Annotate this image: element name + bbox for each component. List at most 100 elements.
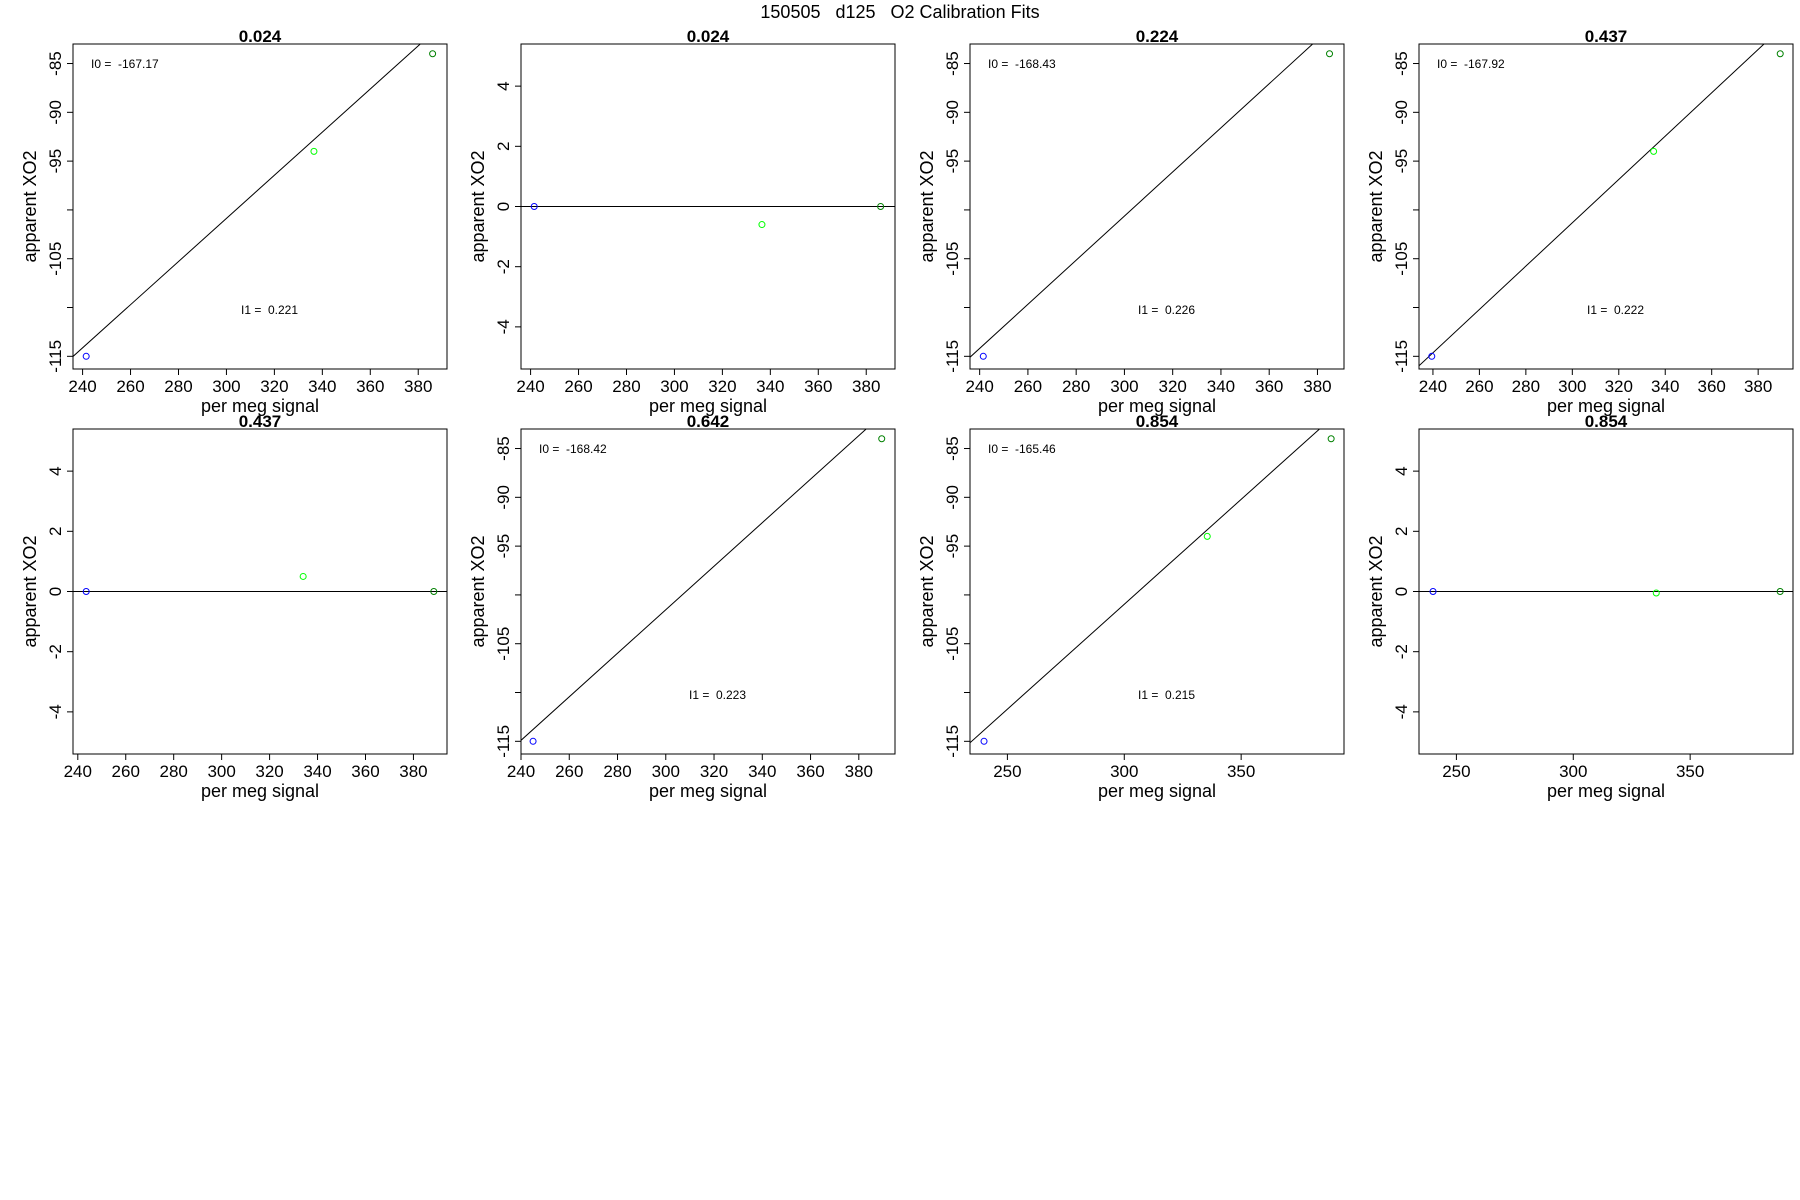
data-point <box>758 221 766 229</box>
x-tick-label: 320 <box>700 762 728 781</box>
annotation-value: -168.42 <box>566 442 607 456</box>
annotation-label: I0 = <box>1437 57 1457 71</box>
x-tick-label: 240 <box>516 377 544 396</box>
y-tick-label: 0 <box>494 202 513 211</box>
data-point <box>1650 147 1658 155</box>
x-tick-label: 340 <box>1207 377 1235 396</box>
x-tick-label: 240 <box>965 377 993 396</box>
x-tick-label: 360 <box>804 377 832 396</box>
x-tick-label: 340 <box>308 377 336 396</box>
x-tick-label: 260 <box>112 762 140 781</box>
x-tick-label: 360 <box>1698 377 1726 396</box>
y-tick-label: -115 <box>494 725 513 758</box>
figure-title: 150505 d125 O2 Calibration Fits <box>760 2 1040 22</box>
y-axis-label: apparent XO2 <box>1366 150 1386 262</box>
x-tick-label: 380 <box>1303 377 1331 396</box>
y-tick-label: -90 <box>1392 100 1411 125</box>
x-axis-label: per meg signal <box>649 396 767 416</box>
x-tick-label: 260 <box>1465 377 1493 396</box>
annotation-label: I1 = <box>1138 303 1158 317</box>
panel-title: 0.024 <box>239 27 282 46</box>
x-tick-label: 250 <box>1442 762 1470 781</box>
x-tick-label: 350 <box>1227 762 1255 781</box>
annotation-label: I0 = <box>988 57 1008 71</box>
y-tick-label: 2 <box>494 142 513 151</box>
panel-title: 0.854 <box>1585 412 1628 431</box>
y-tick-label: 2 <box>1392 527 1411 536</box>
y-tick-label: -105 <box>46 242 65 276</box>
annotation-value: 0.226 <box>1165 303 1195 317</box>
y-tick-label: 0 <box>1392 587 1411 596</box>
annotation-value: 0.215 <box>1165 688 1195 702</box>
data-point <box>1203 532 1211 540</box>
data-point <box>877 203 885 210</box>
y-tick-label: -115 <box>46 340 65 373</box>
x-axis-label: per meg signal <box>1098 396 1216 416</box>
y-tick-label: -115 <box>1392 340 1411 373</box>
x-tick-label: 280 <box>160 762 188 781</box>
fit-line <box>970 429 1321 744</box>
x-tick-label: 360 <box>1255 377 1283 396</box>
x-tick-label: 360 <box>356 377 384 396</box>
y-tick-label: 4 <box>1392 466 1411 475</box>
y-axis-label: apparent XO2 <box>1366 535 1386 647</box>
y-axis-label: apparent XO2 <box>917 150 937 262</box>
y-tick-label: -105 <box>943 242 962 276</box>
data-point <box>82 352 90 360</box>
data-point <box>429 50 437 58</box>
annotation-value: -167.17 <box>118 57 159 71</box>
x-tick-label: 360 <box>351 762 379 781</box>
y-tick-label: -115 <box>943 725 962 758</box>
panel-3: 0.224 240 260 280 300 320 340 360 380 per meg sig… <box>917 27 1345 416</box>
y-tick-label: -2 <box>1392 644 1411 659</box>
x-tick-label: 340 <box>1651 377 1679 396</box>
panel-title: 0.437 <box>1585 27 1628 46</box>
data-point <box>979 352 987 360</box>
x-tick-label: 280 <box>1062 377 1090 396</box>
y-tick-label: -2 <box>494 259 513 274</box>
y-tick-label: 4 <box>494 81 513 90</box>
y-tick-label: -85 <box>943 436 962 461</box>
x-tick-label: 240 <box>507 762 535 781</box>
x-tick-label: 380 <box>1744 377 1772 396</box>
x-axis-label: per meg signal <box>1098 781 1216 801</box>
data-point <box>1326 50 1334 58</box>
y-tick-label: -105 <box>943 627 962 661</box>
fit-line <box>521 429 867 741</box>
fit-line <box>1419 44 1765 367</box>
y-axis-label: apparent XO2 <box>20 150 40 262</box>
plot-frame <box>969 428 1345 755</box>
data-point <box>1327 435 1335 443</box>
x-tick-label: 340 <box>303 762 331 781</box>
annotation-value: 0.221 <box>268 303 298 317</box>
y-tick-label: 0 <box>46 587 65 596</box>
y-tick-label: -4 <box>494 319 513 334</box>
data-point <box>1652 589 1660 597</box>
y-tick-label: -95 <box>46 149 65 174</box>
y-axis-label: apparent XO2 <box>20 535 40 647</box>
data-point <box>980 737 988 745</box>
y-axis-label: apparent XO2 <box>468 535 488 647</box>
x-tick-label: 320 <box>260 377 288 396</box>
y-tick-label: -90 <box>943 100 962 125</box>
x-tick-label: 260 <box>116 377 144 396</box>
x-tick-label: 380 <box>399 762 427 781</box>
y-tick-label: 2 <box>46 527 65 536</box>
x-tick-label: 380 <box>852 377 880 396</box>
y-tick-label: -85 <box>46 51 65 76</box>
data-point <box>310 147 318 155</box>
data-point <box>1776 50 1784 58</box>
panel-title: 0.224 <box>1136 27 1179 46</box>
x-tick-label: 250 <box>993 762 1021 781</box>
x-tick-label: 300 <box>652 762 680 781</box>
x-tick-label: 300 <box>1559 762 1587 781</box>
x-tick-label: 320 <box>1158 377 1186 396</box>
annotation-label: I1 = <box>241 303 261 317</box>
panel-1: 0.024 240 260 280 300 320 340 360 380 per meg sig… <box>20 27 448 416</box>
x-tick-label: 260 <box>1014 377 1042 396</box>
y-tick-label: -85 <box>1392 51 1411 76</box>
x-tick-label: 280 <box>1512 377 1540 396</box>
data-point <box>1776 588 1784 595</box>
annotation-value: -167.92 <box>1464 57 1505 71</box>
